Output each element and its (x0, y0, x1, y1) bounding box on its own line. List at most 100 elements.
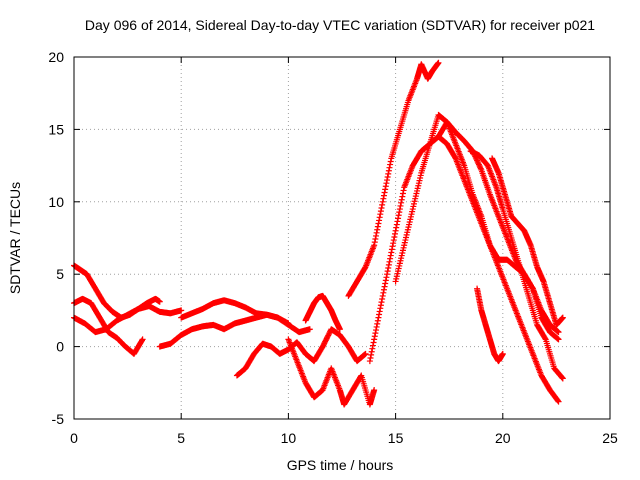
data-point (285, 320, 292, 327)
data-point (379, 296, 386, 303)
grid (74, 57, 610, 419)
data-point (385, 170, 392, 177)
data-point (357, 373, 364, 380)
data-point (529, 284, 536, 291)
data-point (474, 157, 481, 164)
data-point (387, 252, 394, 259)
data-point (371, 333, 378, 340)
data-point (477, 165, 484, 172)
data-point (385, 264, 392, 271)
data-point (374, 317, 381, 324)
data-point (475, 161, 482, 168)
y-axis-label: SDTVAR / TECUs (7, 182, 23, 294)
x-tick-label: 5 (177, 430, 185, 446)
data-point (382, 280, 389, 287)
data-point (367, 354, 374, 361)
data-point (398, 199, 405, 206)
series-track-k (392, 111, 562, 343)
data-point (375, 314, 382, 321)
data-point (555, 329, 562, 336)
data-points (71, 59, 566, 408)
data-point (377, 305, 384, 312)
series-track-c (71, 303, 185, 336)
data-point (384, 173, 391, 180)
data-point (388, 246, 395, 253)
data-point (380, 195, 387, 202)
series-track-n (489, 155, 566, 328)
data-point (399, 190, 406, 197)
data-point (369, 345, 376, 352)
tick-labels: 0 5 10 15 20 25 -5 0 5 10 15 20 (48, 49, 618, 446)
data-point (371, 336, 378, 343)
data-point (394, 218, 401, 225)
data-point (156, 298, 163, 305)
data-point (384, 177, 391, 184)
chart-title: Day 096 of 2014, Sidereal Day-to-day VTE… (85, 17, 595, 33)
data-point (396, 206, 403, 213)
data-point (376, 308, 383, 315)
data-point (474, 158, 481, 165)
data-point (372, 330, 379, 337)
data-point (178, 307, 185, 314)
data-point (374, 223, 381, 230)
data-point (372, 236, 379, 243)
x-tick-label: 10 (281, 430, 297, 446)
data-point (555, 336, 562, 343)
data-point (386, 164, 393, 171)
data-point (374, 320, 381, 327)
data-point (139, 336, 146, 343)
plot-frame (73, 56, 611, 420)
y-tick-label: 5 (56, 266, 64, 282)
data-point (393, 224, 400, 231)
x-tick-label: 25 (602, 430, 618, 446)
data-point (395, 212, 402, 219)
x-tick-label: 20 (495, 430, 511, 446)
series-track-a (71, 262, 163, 321)
data-point (377, 211, 384, 218)
data-point (387, 255, 394, 262)
data-point (378, 299, 385, 306)
data-point (559, 314, 566, 321)
data-point (475, 160, 482, 167)
data-point (371, 242, 378, 249)
x-axis-label: GPS time / hours (287, 457, 394, 473)
data-point (370, 339, 377, 346)
data-point (477, 164, 484, 171)
data-point (399, 193, 406, 200)
series-track-i (345, 59, 442, 299)
data-point (366, 358, 373, 365)
data-point (555, 398, 562, 405)
data-point (388, 249, 395, 256)
data-point (392, 227, 399, 234)
data-point (375, 220, 382, 227)
data-point (384, 268, 391, 275)
data-point (395, 215, 402, 222)
data-point (373, 229, 380, 236)
data-point (385, 261, 392, 268)
data-point (390, 237, 397, 244)
y-tick-label: -5 (52, 411, 65, 427)
data-point (559, 374, 566, 381)
data-point (391, 230, 398, 237)
data-point (376, 217, 383, 224)
y-tick-label: 0 (56, 339, 64, 355)
data-point (389, 243, 396, 250)
data-point (371, 387, 378, 394)
data-point (379, 198, 386, 205)
data-point (387, 161, 394, 168)
data-point (554, 397, 561, 404)
y-tick-label: 20 (48, 49, 64, 65)
axis-ticks (73, 56, 611, 420)
data-point (391, 233, 398, 240)
data-point (390, 240, 397, 247)
data-point (378, 205, 385, 212)
data-point (376, 311, 383, 318)
data-point (387, 158, 394, 165)
y-tick-label: 15 (48, 121, 64, 137)
series-track-g (285, 336, 378, 408)
data-point (382, 277, 389, 284)
data-point (386, 258, 393, 265)
data-point (372, 327, 379, 334)
